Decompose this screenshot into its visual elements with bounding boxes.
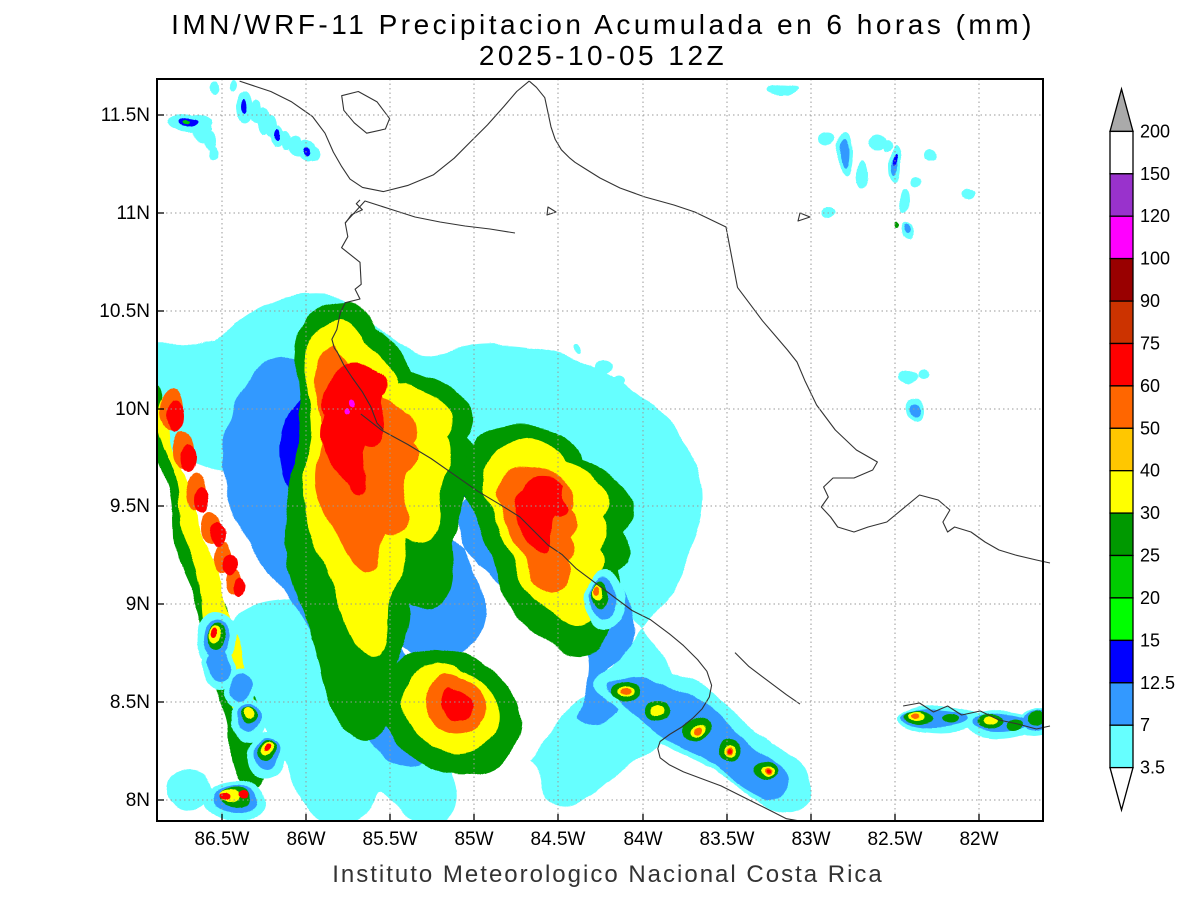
svg-text:90: 90 <box>1140 291 1160 311</box>
svg-text:50: 50 <box>1140 418 1160 438</box>
svg-text:82.5W: 82.5W <box>868 829 923 850</box>
svg-text:8.5N: 8.5N <box>110 692 150 713</box>
svg-text:10.5N: 10.5N <box>99 301 150 322</box>
svg-text:Instituto Meteorologico Nacion: Instituto Meteorologico Nacional Costa R… <box>332 861 884 888</box>
svg-text:86.5W: 86.5W <box>195 829 250 850</box>
svg-text:11.5N: 11.5N <box>101 105 150 126</box>
svg-text:84W: 84W <box>623 829 662 850</box>
svg-text:84.5W: 84.5W <box>531 829 586 850</box>
svg-text:15: 15 <box>1140 630 1160 650</box>
svg-text:9.5N: 9.5N <box>110 496 150 517</box>
svg-text:11N: 11N <box>117 203 150 224</box>
svg-text:82W: 82W <box>959 829 998 850</box>
svg-text:200: 200 <box>1140 121 1170 141</box>
svg-text:12.5: 12.5 <box>1140 673 1175 693</box>
svg-text:3.5: 3.5 <box>1140 758 1165 778</box>
svg-text:150: 150 <box>1140 164 1170 184</box>
svg-text:120: 120 <box>1140 206 1170 226</box>
svg-text:60: 60 <box>1140 376 1160 396</box>
svg-text:10N: 10N <box>115 399 150 420</box>
svg-text:83W: 83W <box>791 829 830 850</box>
svg-text:85.5W: 85.5W <box>363 829 418 850</box>
svg-text:83.5W: 83.5W <box>700 829 755 850</box>
svg-text:20: 20 <box>1140 588 1160 608</box>
svg-text:9N: 9N <box>126 594 150 615</box>
svg-text:2025-10-05 12Z: 2025-10-05 12Z <box>479 40 727 71</box>
svg-text:30: 30 <box>1140 503 1160 523</box>
svg-text:40: 40 <box>1140 461 1160 481</box>
svg-text:75: 75 <box>1140 334 1160 354</box>
svg-text:8N: 8N <box>126 790 150 811</box>
svg-text:7: 7 <box>1140 715 1150 735</box>
svg-text:85W: 85W <box>454 829 493 850</box>
svg-text:25: 25 <box>1140 546 1160 566</box>
svg-text:100: 100 <box>1140 249 1170 269</box>
svg-text:86W: 86W <box>286 829 325 850</box>
svg-text:IMN/WRF-11 Precipitacion Acumu: IMN/WRF-11 Precipitacion Acumulada en 6 … <box>171 9 1035 40</box>
